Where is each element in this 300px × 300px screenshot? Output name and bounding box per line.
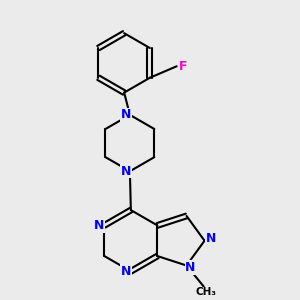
Text: CH₃: CH₃	[195, 287, 216, 297]
Text: F: F	[179, 60, 188, 73]
Text: N: N	[206, 232, 216, 245]
Text: N: N	[121, 165, 131, 178]
Text: N: N	[121, 108, 131, 122]
Text: N: N	[121, 265, 131, 278]
Text: N: N	[185, 261, 196, 274]
Text: N: N	[94, 219, 105, 232]
